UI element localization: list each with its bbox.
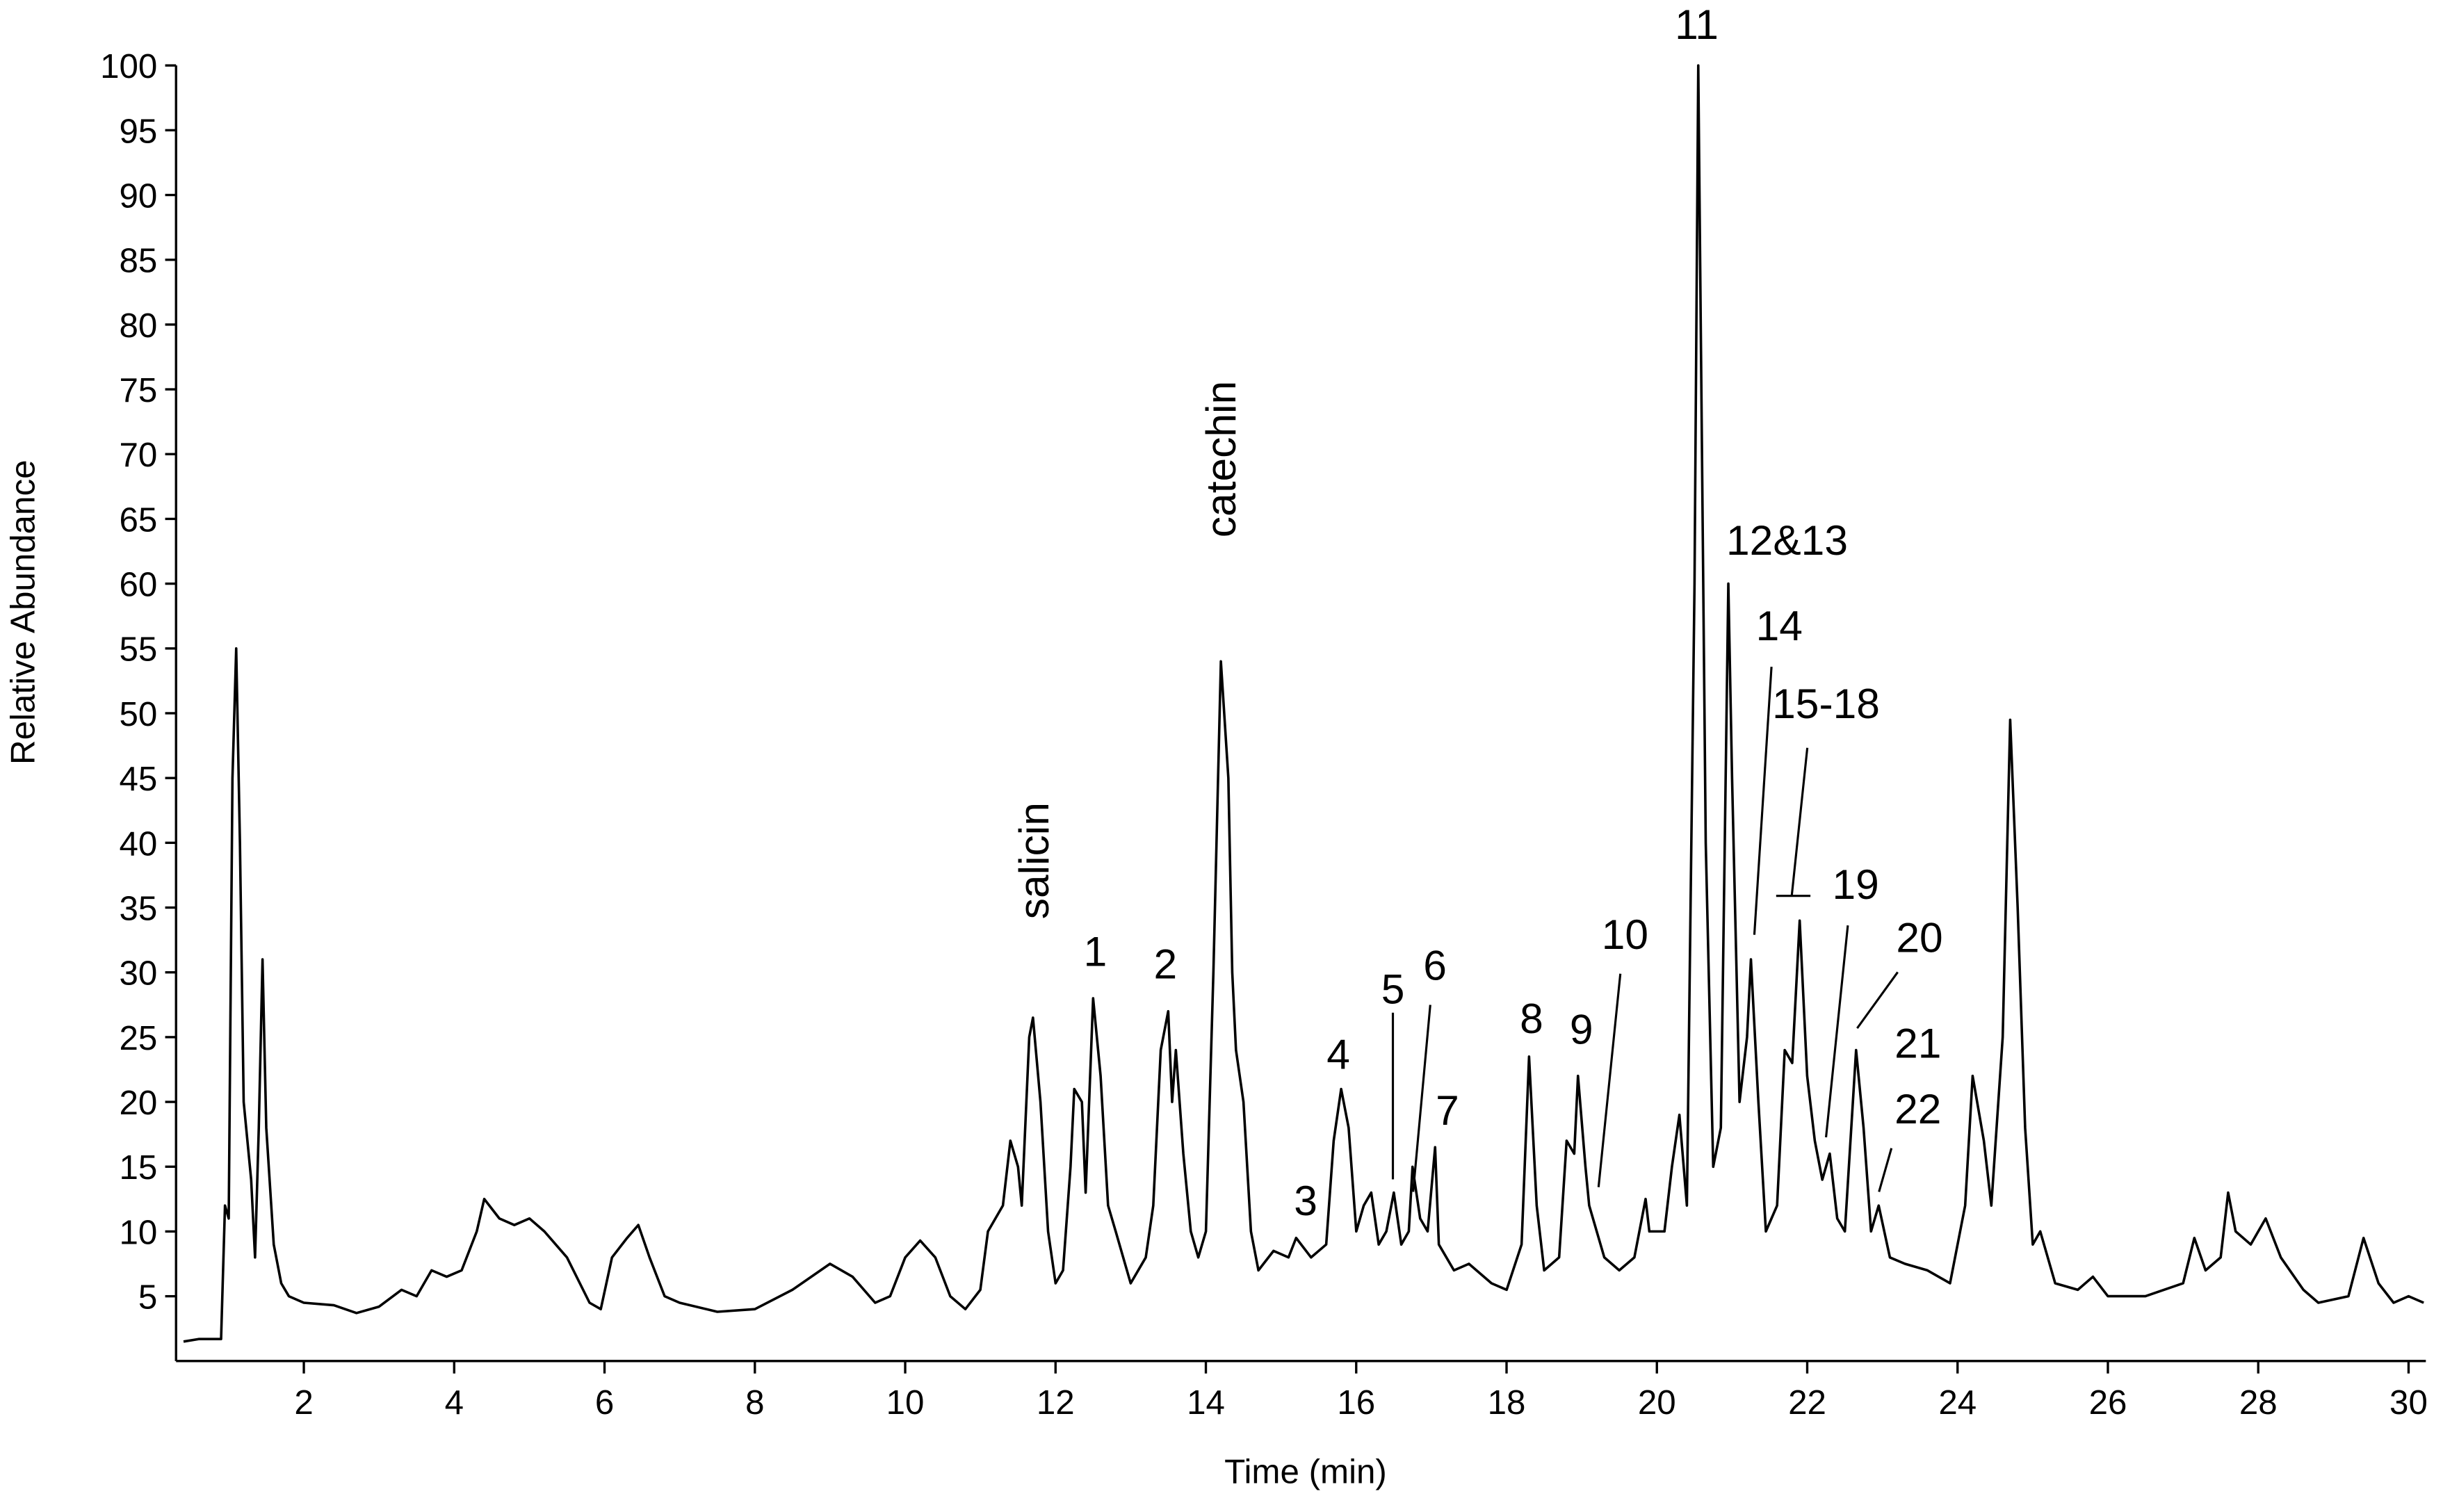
peak-label: 19 — [1832, 861, 1878, 908]
x-tick-label: 18 — [1488, 1383, 1526, 1422]
leader-line — [1878, 1148, 1893, 1192]
x-tick-label: 12 — [1037, 1383, 1075, 1422]
x-tick-label: 20 — [1638, 1383, 1676, 1422]
y-tick-label: 40 — [120, 824, 158, 863]
y-tick-label: 85 — [120, 242, 158, 280]
y-tick-label: 5 — [138, 1278, 157, 1317]
x-tick-label: 22 — [1788, 1383, 1826, 1422]
leader-line — [1412, 1005, 1431, 1192]
y-tick-label: 45 — [120, 760, 158, 798]
y-tick-label: 90 — [120, 177, 158, 215]
x-tick-label: 30 — [2389, 1383, 2428, 1422]
y-tick-label: 55 — [120, 631, 158, 669]
leader-line — [1824, 925, 1849, 1138]
peak-label: catechin — [1197, 381, 1244, 537]
trace — [183, 64, 2424, 1343]
y-tick-label: 80 — [120, 307, 158, 345]
peak-label: 14 — [1756, 602, 1803, 649]
peak-label: 9 — [1570, 1006, 1593, 1053]
x-tick-label: 2 — [294, 1383, 313, 1422]
peak-label: 12&13 — [1726, 517, 1848, 564]
leader-line — [1856, 971, 1899, 1030]
x-tick-label: 8 — [745, 1383, 764, 1422]
x-tick-label: 14 — [1187, 1383, 1225, 1422]
peak-label: 5 — [1381, 965, 1405, 1012]
x-tick-label: 26 — [2089, 1383, 2127, 1422]
y-tick-label: 10 — [120, 1213, 158, 1251]
y-tick-label: 35 — [120, 889, 158, 927]
y-tick-label: 70 — [120, 436, 158, 474]
peak-label: salicin — [1010, 802, 1057, 919]
peak-label: 15-18 — [1772, 680, 1880, 727]
x-tick-label: 10 — [886, 1383, 925, 1422]
peak-label: 8 — [1520, 995, 1543, 1042]
leader-line — [1753, 667, 1773, 935]
peak-label: 6 — [1423, 942, 1447, 989]
x-axis-title: Time (min) — [1224, 1453, 1387, 1491]
peak-label: 1 — [1084, 927, 1107, 975]
x-tick-label: 16 — [1337, 1383, 1375, 1422]
peak-label: 10 — [1602, 911, 1648, 958]
peak-label: 20 — [1896, 913, 1942, 961]
peak-label: 11 — [1675, 1, 1719, 48]
y-tick-label: 20 — [120, 1084, 158, 1122]
leader-line — [1790, 747, 1809, 896]
x-tick-label: 28 — [2239, 1383, 2278, 1422]
peak-label: 2 — [1153, 940, 1177, 987]
peak-label: 21 — [1894, 1020, 1941, 1067]
peak-label: 4 — [1326, 1030, 1350, 1078]
x-tick-label: 6 — [595, 1383, 614, 1422]
peak-label: 7 — [1436, 1087, 1459, 1134]
y-tick-label: 60 — [120, 566, 158, 604]
y-tick-label: 65 — [120, 501, 158, 539]
y-axis-title: Relative Abundance — [3, 460, 42, 765]
x-tick-label: 4 — [445, 1383, 464, 1422]
peak-label: 22 — [1894, 1085, 1941, 1132]
x-tick-label: 24 — [1938, 1383, 1977, 1422]
y-tick-label: 25 — [120, 1019, 158, 1057]
y-tick-label: 50 — [120, 695, 158, 733]
y-tick-label: 30 — [120, 954, 158, 993]
leader-line — [1597, 973, 1622, 1187]
y-tick-label: 15 — [120, 1148, 158, 1187]
y-tick-label: 95 — [120, 112, 158, 150]
y-tick-label: 75 — [120, 371, 158, 409]
y-tick-label: 100 — [100, 47, 157, 86]
peak-label: 3 — [1294, 1177, 1317, 1224]
